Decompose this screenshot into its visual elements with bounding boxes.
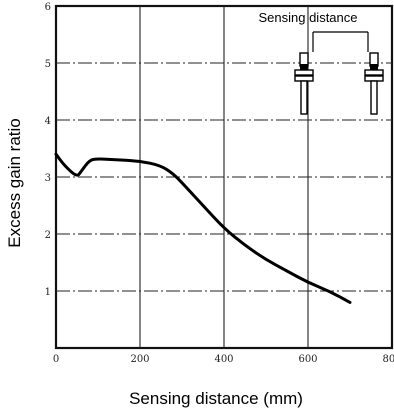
sensor-nut-bottom: [294, 75, 314, 82]
sensing-distance-annotation: Sensing distance: [258, 10, 357, 25]
y-tick-label: 4: [45, 116, 51, 127]
grid: [54, 4, 394, 350]
sensor-band: [300, 64, 308, 70]
x-tick-label: 400: [214, 354, 233, 365]
sensor-nut-top: [364, 69, 384, 76]
x-tick-label: 0: [53, 354, 59, 365]
y-tick-label: 1: [45, 287, 51, 298]
x-tick-label: 800: [382, 354, 394, 365]
sensor-body: [300, 80, 308, 115]
sensor-body: [370, 80, 378, 115]
y-tick-label: 5: [45, 59, 51, 70]
series-line: [54, 152, 352, 304]
sensor-nut-bottom: [364, 75, 384, 82]
sensor-band: [370, 64, 378, 70]
sensor-illustration: [294, 31, 384, 115]
x-tick-labels: 0 200 400 600 800: [53, 354, 394, 365]
sensor-nut-top: [294, 69, 314, 76]
y-axis-title: Excess gain ratio: [5, 118, 24, 247]
y-tick-labels: 1 2 3 4 5 6: [45, 2, 51, 298]
x-axis-title: Sensing distance (mm): [129, 389, 303, 408]
x-tick-label: 200: [130, 354, 149, 365]
y-tick-label: 3: [45, 173, 51, 184]
x-tick-label: 600: [298, 354, 317, 365]
y-tick-label: 2: [45, 230, 51, 241]
sensor-right: [364, 52, 384, 115]
y-tick-label: 6: [45, 2, 51, 13]
sensor-left: [294, 52, 314, 115]
